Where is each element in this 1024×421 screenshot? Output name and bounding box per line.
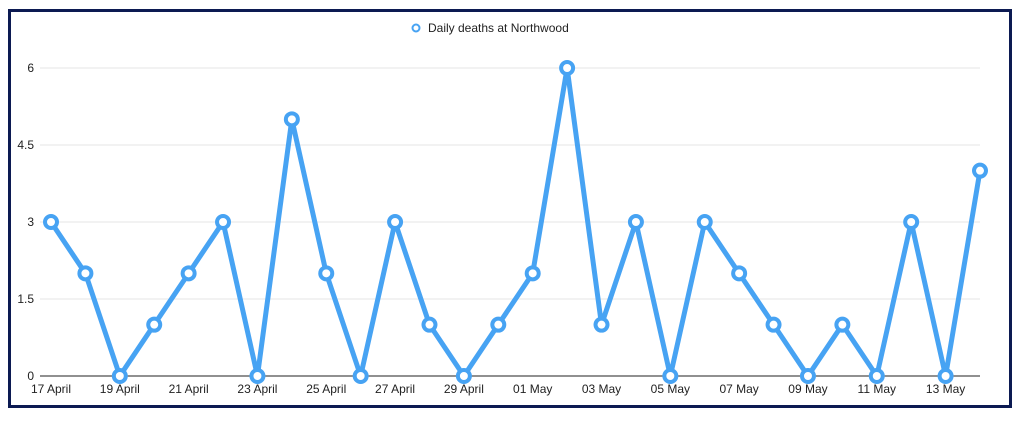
x-tick-label: 19 April <box>100 382 140 396</box>
y-tick-label: 1.5 <box>17 292 34 306</box>
data-point[interactable] <box>903 214 920 230</box>
legend-marker-icon <box>411 23 421 33</box>
data-point[interactable] <box>937 368 954 384</box>
series-daily-deaths <box>43 60 988 384</box>
data-point[interactable] <box>111 368 128 384</box>
data-point[interactable] <box>77 265 94 282</box>
data-point[interactable] <box>490 316 507 333</box>
data-point[interactable] <box>559 60 576 76</box>
x-axis-ticks: 17 April 19 April 21 April 23 April 25 April… <box>31 382 965 396</box>
y-tick-label: 3 <box>27 215 34 229</box>
series-line <box>48 65 983 379</box>
data-point[interactable] <box>249 368 266 384</box>
data-point[interactable] <box>146 316 163 333</box>
x-tick-label: 29 April <box>444 382 484 396</box>
x-tick-label: 05 May <box>651 382 690 396</box>
data-point[interactable] <box>180 265 197 282</box>
x-tick-label: 07 May <box>719 382 758 396</box>
y-tick-label: 0 <box>27 369 34 383</box>
data-point[interactable] <box>662 368 679 384</box>
data-point[interactable] <box>43 214 59 230</box>
legend-label: Daily deaths at Northwood <box>428 21 569 35</box>
data-point[interactable] <box>215 214 232 230</box>
data-point[interactable] <box>834 316 851 333</box>
chart-frame <box>8 9 1012 408</box>
data-point[interactable] <box>972 162 988 179</box>
data-point[interactable] <box>283 111 300 128</box>
data-point[interactable] <box>318 265 335 282</box>
data-point[interactable] <box>765 316 782 333</box>
data-point[interactable] <box>593 316 610 333</box>
x-tick-label: 25 April <box>306 382 346 396</box>
grid-lines <box>40 67 980 300</box>
x-tick-label: 09 May <box>788 382 827 396</box>
data-point[interactable] <box>799 368 816 384</box>
data-point[interactable] <box>421 316 438 333</box>
x-tick-label: 13 May <box>926 382 965 396</box>
data-point[interactable] <box>455 368 472 384</box>
x-tick-label: 17 April <box>31 382 71 396</box>
data-point[interactable] <box>352 368 369 384</box>
x-tick-label: 23 April <box>237 382 277 396</box>
data-point[interactable] <box>524 265 541 282</box>
x-tick-label: 27 April <box>375 382 415 396</box>
data-point[interactable] <box>627 214 644 230</box>
y-tick-label: 4.5 <box>17 138 34 152</box>
x-tick-label: 21 April <box>169 382 209 396</box>
y-axis-ticks: 0 1.5 3 4.5 6 <box>17 61 34 383</box>
data-point[interactable] <box>387 214 404 230</box>
data-point[interactable] <box>868 368 885 384</box>
x-tick-label: 01 May <box>513 382 552 396</box>
data-point[interactable] <box>696 214 713 230</box>
y-tick-label: 6 <box>27 61 34 75</box>
data-point[interactable] <box>731 265 748 282</box>
x-tick-label: 03 May <box>582 382 621 396</box>
legend[interactable]: Daily deaths at Northwood <box>411 21 569 35</box>
x-tick-label: 11 May <box>858 382 896 396</box>
